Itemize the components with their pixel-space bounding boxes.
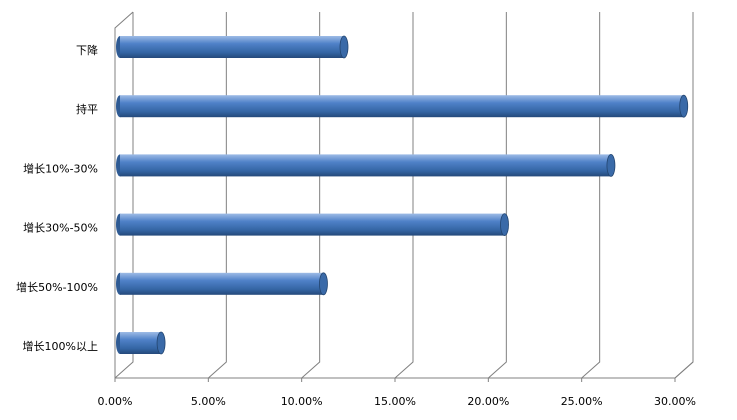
y-tick-label: 下降 xyxy=(76,43,98,57)
y-tick-label: 增长50%-100% xyxy=(16,280,98,294)
bar-body xyxy=(120,272,324,295)
y-tick-label: 增长30%-50% xyxy=(23,221,98,235)
x-tick-label: 20.00% xyxy=(467,395,509,408)
grid-line xyxy=(301,12,321,379)
bar xyxy=(116,213,509,237)
axis-wall xyxy=(114,11,134,378)
y-tick-label: 持平 xyxy=(76,102,98,116)
bar xyxy=(116,272,328,296)
y-tick-label: 增长100%以上 xyxy=(23,339,98,353)
bar-body xyxy=(120,36,344,58)
grid-line xyxy=(394,12,414,379)
bar-body xyxy=(120,154,611,177)
grid-line xyxy=(581,12,601,379)
x-tick-label: 5.00% xyxy=(191,395,226,408)
y-tick-label: 增长10%-30% xyxy=(23,161,98,175)
grid-line xyxy=(488,12,507,379)
x-tick-label: 0.00% xyxy=(98,395,133,408)
bar-end-cap xyxy=(679,94,689,118)
bar xyxy=(116,35,349,59)
x-tick-label: 10.00% xyxy=(281,395,323,408)
x-tick-label: 30.00% xyxy=(654,395,696,408)
bar-end-cap xyxy=(156,331,166,355)
bar xyxy=(116,153,616,177)
grid-line xyxy=(674,12,694,379)
x-tick-label: 15.00% xyxy=(374,395,416,408)
bar xyxy=(116,94,689,118)
x-tick-label: 25.00% xyxy=(561,395,603,408)
grid-line xyxy=(208,12,227,379)
bar-end-cap xyxy=(606,153,616,177)
bar-body xyxy=(120,213,505,236)
grid-line xyxy=(114,12,134,379)
bar-end-cap xyxy=(339,35,349,59)
bar-end-cap xyxy=(319,272,328,296)
bar-end-cap xyxy=(500,213,509,237)
bar xyxy=(116,331,166,355)
bar-body xyxy=(120,95,684,118)
bar-body xyxy=(120,332,162,354)
